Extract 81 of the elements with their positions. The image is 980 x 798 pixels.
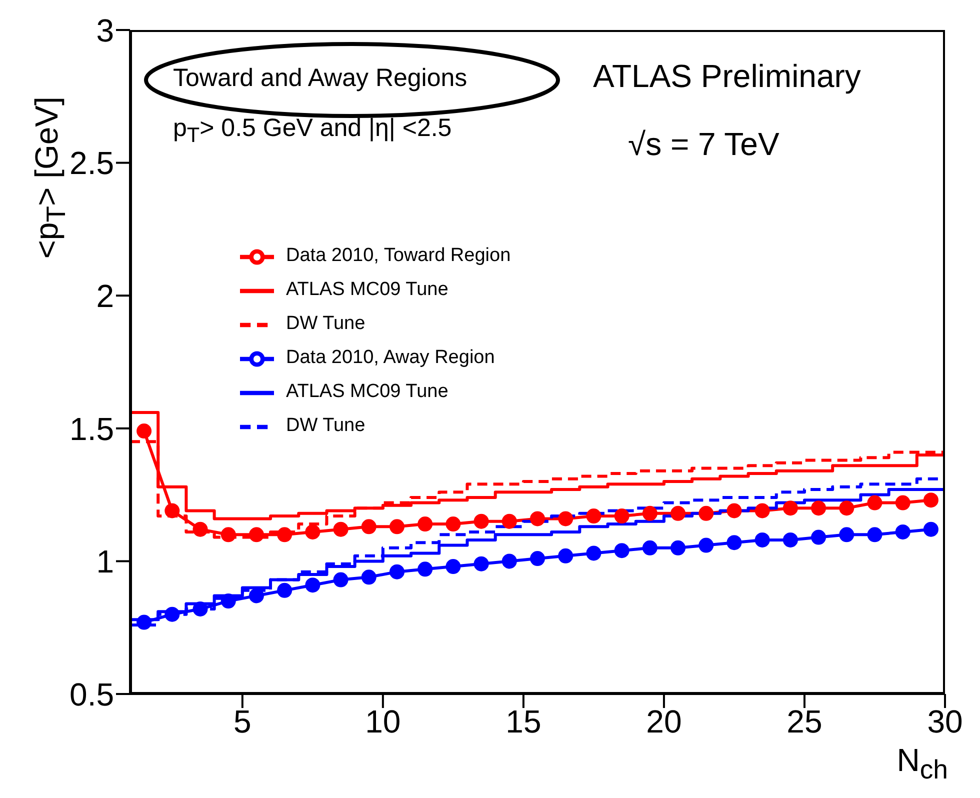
point	[867, 527, 882, 542]
point	[558, 548, 574, 564]
point	[586, 546, 602, 561]
point	[220, 594, 236, 609]
point	[586, 508, 602, 524]
y-tick-label: 1	[96, 544, 114, 580]
point	[614, 543, 630, 558]
x-tick-label: 5	[234, 704, 252, 740]
point	[782, 500, 798, 516]
point	[305, 578, 320, 593]
point	[248, 527, 264, 542]
point	[839, 527, 854, 542]
y-tick-label: 2.5	[70, 145, 114, 182]
point	[164, 503, 180, 518]
x-tick-label: 15	[506, 704, 542, 740]
legend-label: ATLAS MC09 Tune	[286, 381, 448, 402]
annotation: p$_{T}$> 0.5 GeV and |η| <2.5	[173, 114, 452, 147]
point	[361, 570, 376, 585]
point	[164, 606, 180, 622]
x-tick-label: 30	[927, 704, 963, 740]
annotation: ATLAS Preliminary	[593, 58, 861, 94]
point	[670, 540, 686, 556]
point	[811, 500, 826, 516]
y-tick-label: 3	[96, 12, 114, 48]
point	[867, 495, 882, 510]
point	[782, 532, 798, 548]
annotation: √s = 7 TeV	[628, 126, 780, 162]
point	[446, 516, 461, 532]
legend-label: DW Tune	[286, 313, 366, 334]
point	[474, 514, 489, 529]
point	[895, 495, 910, 510]
point	[248, 588, 264, 604]
point	[136, 424, 152, 439]
legend-label: ATLAS MC09 Tune	[286, 279, 448, 300]
point	[754, 503, 770, 518]
point	[839, 500, 854, 516]
point	[530, 551, 545, 566]
point	[418, 562, 433, 577]
point	[502, 514, 517, 529]
point	[277, 582, 292, 598]
x-tick-label: 20	[646, 704, 682, 740]
point	[726, 535, 742, 550]
point	[305, 524, 320, 540]
point	[333, 572, 348, 588]
point	[502, 554, 517, 569]
point	[698, 506, 714, 521]
y-tick-label: 0.5	[70, 676, 114, 712]
annotation: Toward and Away Regions	[173, 64, 468, 92]
point	[642, 506, 658, 521]
point	[726, 503, 742, 518]
x-axis-title: N$_{ch}$	[896, 742, 948, 786]
point	[333, 522, 348, 537]
point	[389, 564, 404, 580]
point	[530, 511, 545, 526]
point	[361, 519, 376, 534]
point	[670, 506, 686, 521]
point	[136, 614, 152, 630]
point	[811, 530, 826, 545]
point	[220, 527, 236, 542]
point	[923, 492, 938, 508]
point	[558, 511, 574, 526]
point	[474, 556, 489, 572]
point	[698, 538, 714, 553]
point	[418, 516, 433, 532]
point	[614, 508, 630, 524]
point	[446, 559, 461, 574]
point	[754, 532, 770, 548]
point	[277, 527, 292, 542]
legend-label: Data 2010, Away Region	[286, 347, 495, 368]
y-tick-label: 1.5	[70, 410, 114, 447]
point	[192, 522, 208, 537]
legend-label: Data 2010, Toward Region	[286, 245, 511, 266]
y-tick-label: 2	[96, 278, 114, 314]
x-tick-label: 25	[786, 704, 822, 740]
x-tick-label: 10	[365, 704, 401, 740]
point	[923, 522, 938, 537]
legend-label: DW Tune	[286, 415, 366, 436]
point	[642, 540, 658, 556]
point	[192, 602, 208, 617]
point	[895, 524, 910, 540]
point	[389, 519, 404, 534]
